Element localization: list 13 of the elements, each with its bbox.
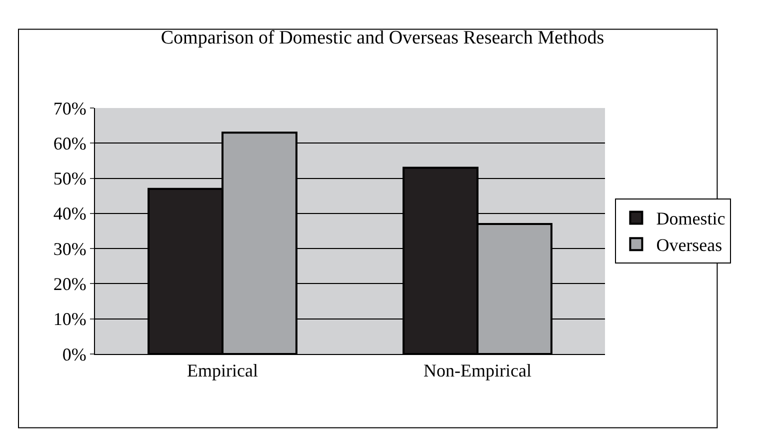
chart-title: Comparison of Domestic and Overseas Research Methods xyxy=(160,28,604,49)
x-tick-label: Non-Empirical xyxy=(424,360,532,381)
y-tick-label: 0% xyxy=(62,344,86,364)
x-tick-label: Empirical xyxy=(187,360,258,381)
y-tick-label: 10% xyxy=(53,309,86,330)
y-tick-label: 20% xyxy=(53,274,86,294)
y-tick-label: 50% xyxy=(53,168,86,189)
y-tick-label: 70% xyxy=(53,98,86,118)
y-tick-label: 60% xyxy=(53,133,86,154)
legend-label: Overseas xyxy=(656,235,722,256)
y-tick-label: 40% xyxy=(53,204,86,224)
legend-label: Domestic xyxy=(656,208,726,229)
y-tick-label: 30% xyxy=(53,238,86,259)
